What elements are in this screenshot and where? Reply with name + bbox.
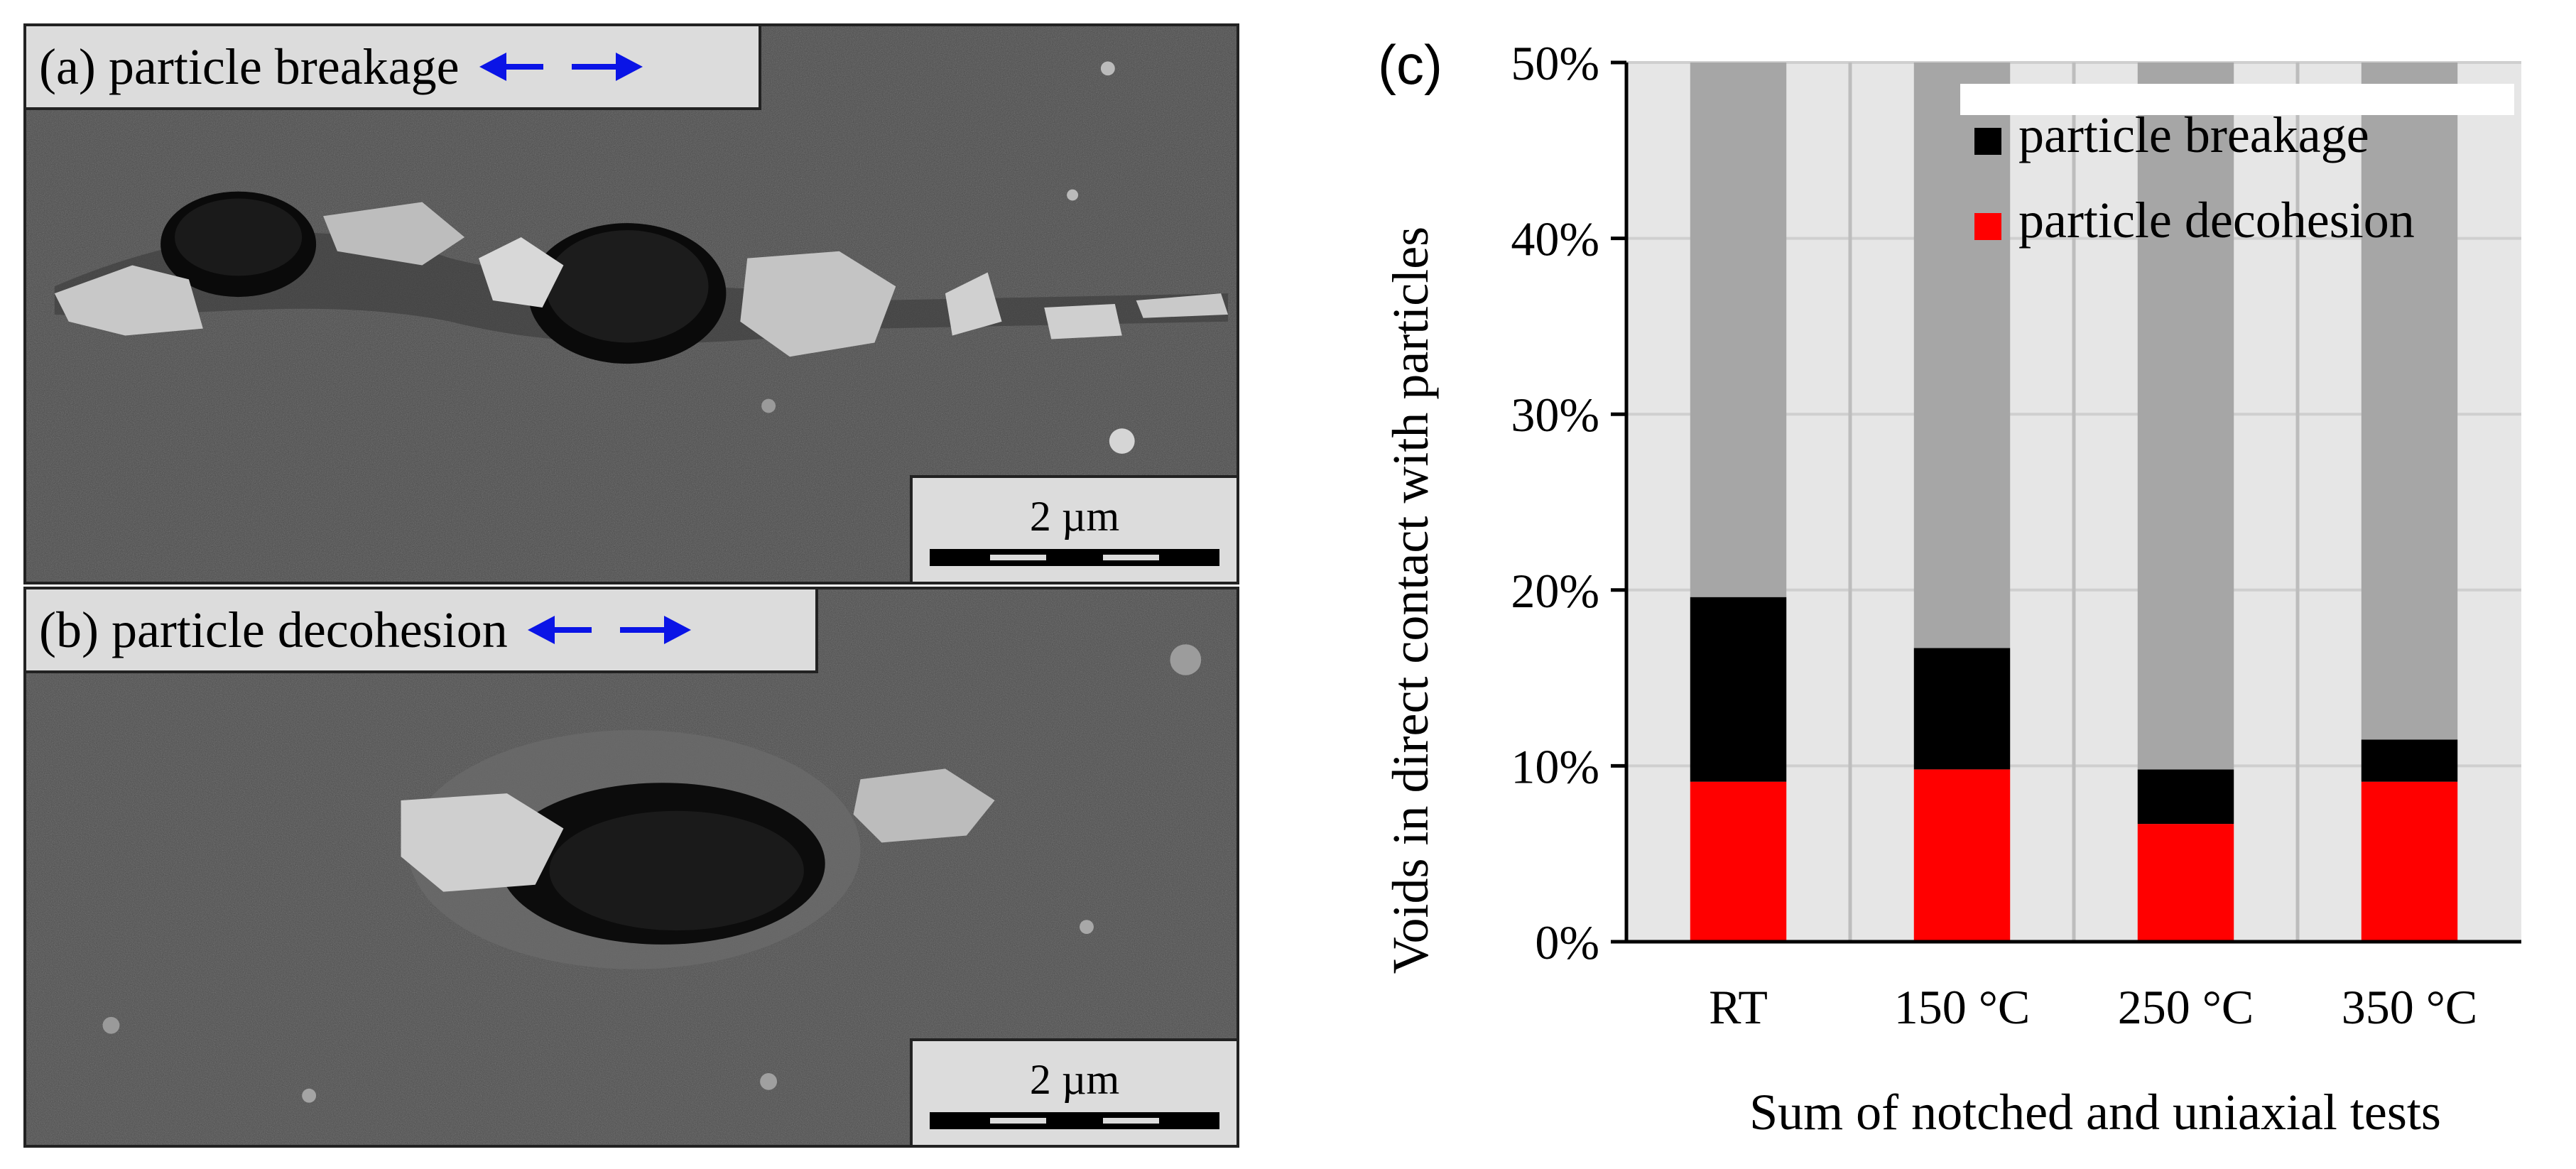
panel-c-label: (c): [1378, 33, 1442, 96]
sem-image-particle-breakage: [26, 26, 1237, 582]
y-tick-label: 40%: [1511, 212, 1599, 266]
y-tick-label: 30%: [1511, 388, 1599, 442]
legend-swatch: [1974, 128, 2001, 155]
panel-a-label: (a) particle breakage: [26, 26, 761, 110]
bar-segment-particle-decohesion-3: [2361, 781, 2458, 942]
x-tick-label: 350 °C: [2342, 980, 2478, 1034]
legend-label: particle breakage: [2018, 107, 2369, 163]
scale-bar-label: 2 µm: [1029, 1056, 1120, 1103]
legend: particle breakage particle decohesion: [1960, 84, 2514, 249]
double-arrow-icon: [479, 53, 643, 81]
sem-panel-a: (a) particle breakage 2 µm: [23, 23, 1239, 584]
scale-bar-label: 2 µm: [1029, 493, 1120, 540]
bar-segment-particle-decohesion-2: [2137, 824, 2234, 942]
bar-segment-particle-breakage-2: [2137, 769, 2234, 825]
x-tick-label: RT: [1709, 980, 1768, 1034]
bar-segment-remainder-0: [1690, 62, 1787, 597]
scale-bar: 2 µm: [910, 1038, 1237, 1145]
legend-swatch: [1974, 213, 2001, 240]
legend-label: particle decohesion: [2018, 192, 2415, 249]
bar-segment-particle-breakage-1: [1913, 648, 2011, 770]
bar-segment-remainder-1: [1913, 62, 2011, 648]
sem-image-particle-decohesion: [26, 589, 1237, 1145]
panel-b-label-text: (b) particle decohesion: [39, 601, 508, 658]
scale-bar: 2 µm: [910, 475, 1237, 582]
bar-segment-remainder-2: [2137, 62, 2234, 770]
y-tick-label: 50%: [1511, 36, 1599, 90]
legend-header-strip: [1960, 84, 2514, 115]
scale-bar-ruler: [930, 1112, 1219, 1129]
y-tick-label: 10%: [1511, 739, 1599, 793]
bar-segment-particle-decohesion-0: [1690, 781, 1787, 942]
double-arrow-icon: [527, 616, 691, 644]
scale-bar-ruler: [930, 549, 1219, 566]
x-tick-label: 150 °C: [1894, 980, 2031, 1034]
sem-panel-b: (b) particle decohesion 2 µm: [23, 587, 1239, 1148]
panel-b-label: (b) particle decohesion: [26, 589, 818, 673]
bar-segment-particle-breakage-0: [1690, 597, 1787, 782]
x-axis-title: Sum of notched and uniaxial tests: [1749, 1084, 2441, 1141]
bar-segment-particle-breakage-3: [2361, 739, 2458, 782]
y-tick-label: 20%: [1511, 564, 1599, 618]
bar-segment-remainder-3: [2361, 62, 2458, 740]
y-tick-label: 0%: [1535, 915, 1599, 969]
panel-a-label-text: (a) particle breakage: [39, 38, 460, 95]
x-tick-label: 250 °C: [2118, 980, 2254, 1034]
plot-area: [1626, 61, 2521, 942]
y-axis-title: Voids in direct contact with particles: [1382, 227, 1439, 974]
stacked-bar-chart: (c) RT 150 °C 250 °C 350 °C 0% 10% 20% 30% 40% 50…: [1378, 33, 2521, 1141]
axes: RT 150 °C 250 °C 350 °C 0% 10% 20% 30% 40% 50%: [1511, 36, 2521, 1034]
bar-segment-particle-decohesion-1: [1913, 769, 2011, 942]
